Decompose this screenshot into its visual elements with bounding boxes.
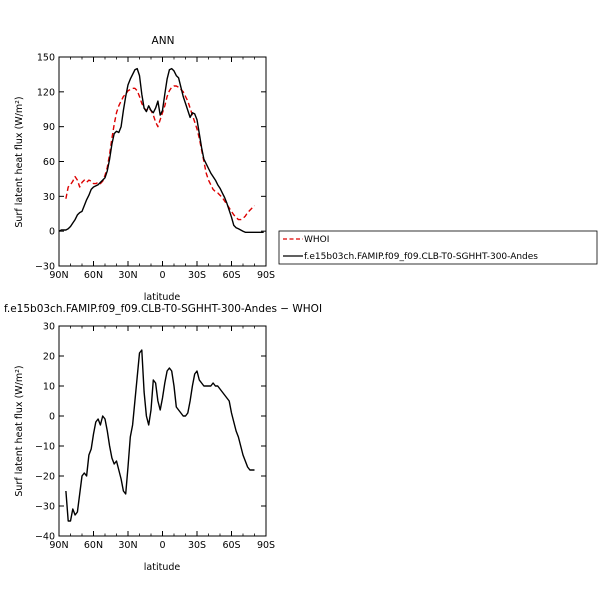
legend: WHOI f.e15b03ch.FAMIP.f09_f09.CLB-T0-SGH… [278, 230, 598, 265]
panel-1-plot-area: −30 0 30 60 90 120 150 90N 60N 30N 0 30S 60S 90S [35, 53, 275, 282]
legend-label-whoi: WHOI [304, 235, 329, 245]
panel-2-y-tick-label: −40 [35, 532, 55, 543]
panel-1-title: ANN [152, 35, 175, 47]
panel-1-y-tick-label: 60 [43, 157, 55, 168]
panel-2-y-tick-label: 0 [49, 412, 55, 423]
legend-label-model: f.e15b03ch.FAMIP.f09_f09.CLB-T0-SGHHT-30… [304, 252, 538, 262]
legend-box [278, 230, 598, 265]
panel-1-y-tick-label: 90 [43, 122, 55, 133]
panel-1-x-tick-label: 30S [188, 270, 206, 281]
panel-1-series-1-line [65, 85, 255, 221]
panel-2-x-axis-label: latitude [144, 562, 181, 573]
panel-2-title: f.e15b03ch.FAMIP.f09_f09.CLB-T0-SGHHT-30… [4, 303, 322, 315]
panel-2-y-tick-label: 30 [43, 322, 55, 333]
panel-1-y-tick-label: 120 [37, 87, 55, 98]
panel-1-x-tick-label: 30N [118, 270, 137, 281]
panel-2-y-tick-label: 20 [43, 352, 55, 363]
panel-2-y-tick-label: −30 [35, 502, 55, 513]
panel-1-y-tick-label: 30 [43, 192, 55, 203]
panel-1-x-tick-label: 90S [257, 270, 275, 281]
panel-1-x-tick-label: 0 [159, 270, 165, 281]
panel-2: f.e15b03ch.FAMIP.f09_f09.CLB-T0-SGHHT-30… [4, 303, 322, 573]
panel-1-frame [58, 56, 267, 267]
panel-2-frame [58, 325, 267, 537]
panel-2-x-tick-label: 90N [49, 540, 68, 551]
panel-2-y-axis-label: Surf latent heat flux (W/m²) [14, 365, 25, 496]
panel-2-x-tick-label: 90S [257, 540, 275, 551]
panel-1-y-tick-label: 150 [37, 53, 55, 64]
panel-1-y-tick-label: 0 [49, 227, 55, 238]
panel-2-x-tick-label: 0 [159, 540, 165, 551]
panel-1-y-tick-label: −30 [35, 262, 55, 273]
panel-2-plot-area: −40 −30 −20 −10 0 10 20 30 90N 60N 30N 0 30S 60S 90S [35, 322, 275, 552]
panel-1-x-tick-label: 90N [49, 270, 68, 281]
panel-1-x-axis-label: latitude [144, 292, 181, 303]
panel-2-series-1-line [65, 349, 255, 522]
panel-2-x-tick-label: 60N [84, 540, 103, 551]
panel-2-x-tick-label: 30S [188, 540, 206, 551]
panel-1-y-axis-label: Surf latent heat flux (W/m²) [14, 96, 25, 227]
panel-2-x-tick-label: 30N [118, 540, 137, 551]
panel-2-y-tick-label: −10 [35, 442, 55, 453]
panel-2-y-tick-label: 10 [43, 382, 55, 393]
panel-2-x-tick-label: 60S [222, 540, 240, 551]
panel-1-x-tick-label: 60S [222, 270, 240, 281]
panel-2-y-tick-label: −20 [35, 472, 55, 483]
panel-1-series-2-line [58, 67, 264, 233]
panel-1-x-tick-label: 60N [84, 270, 103, 281]
